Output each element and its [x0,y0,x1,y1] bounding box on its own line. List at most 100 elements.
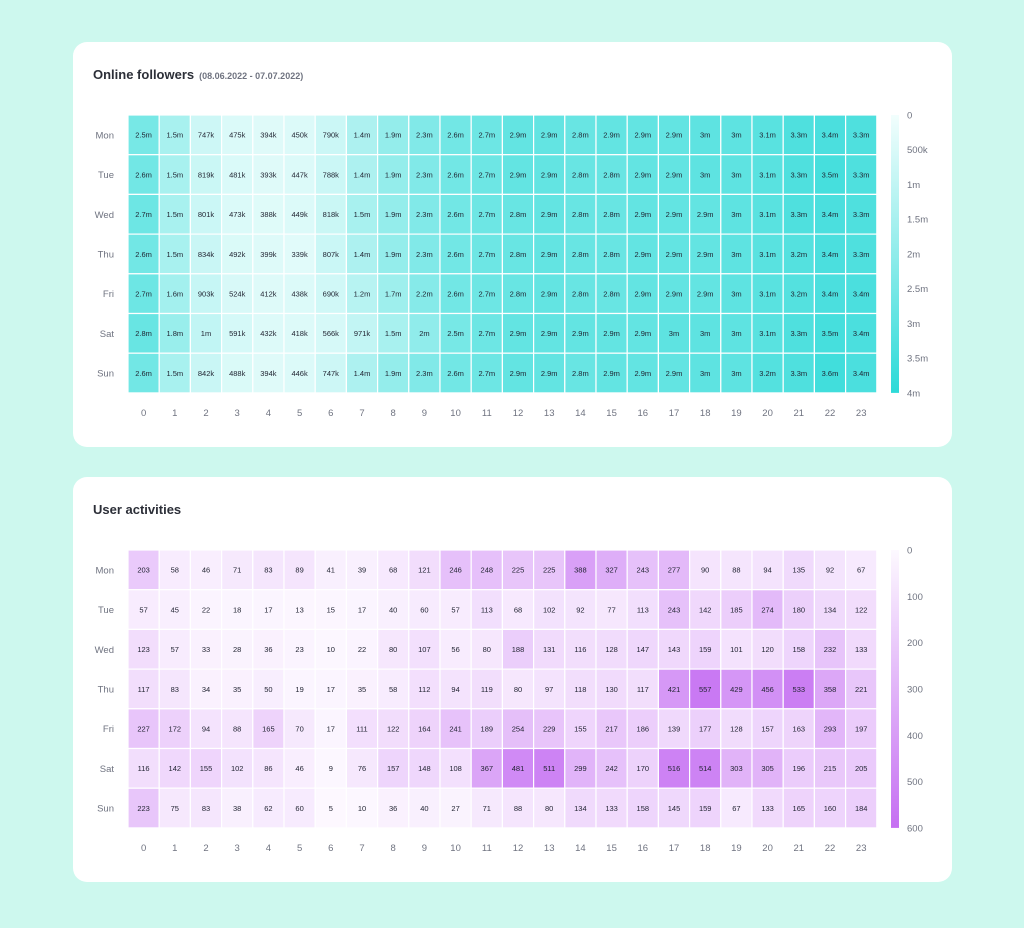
heatmap-cell[interactable] [564,668,597,710]
heatmap-cell[interactable] [252,787,285,829]
heatmap-cell[interactable] [626,668,660,710]
heatmap-cell[interactable] [408,668,441,710]
heatmap-cell[interactable] [626,549,660,591]
heatmap-cell[interactable] [345,193,379,235]
heatmap-cell[interactable] [408,352,441,394]
heatmap-cell[interactable] [595,787,628,829]
heatmap-cell[interactable] [595,747,628,789]
heatmap-cell[interactable] [314,352,347,394]
heatmap-cell[interactable] [439,193,472,235]
heatmap-cell[interactable] [813,747,847,789]
heatmap-cell[interactable] [314,708,347,750]
heatmap-cell[interactable] [813,273,847,315]
heatmap-cell[interactable] [844,352,878,394]
heatmap-cell[interactable] [657,549,691,591]
heatmap-cell[interactable] [345,668,379,710]
heatmap-cell[interactable] [439,273,472,315]
heatmap-cell[interactable] [720,708,753,750]
heatmap-cell[interactable] [345,628,379,670]
heatmap-cell[interactable] [720,154,753,195]
heatmap-cell[interactable] [688,668,722,710]
heatmap-cell[interactable] [782,154,816,195]
heatmap-cell[interactable] [751,193,784,235]
heatmap-cell[interactable] [564,352,597,394]
heatmap-cell[interactable] [844,549,878,591]
heatmap-cell[interactable] [189,154,223,195]
heatmap-cell[interactable] [189,589,223,630]
heatmap-cell[interactable] [439,154,472,195]
heatmap-cell[interactable] [501,708,535,750]
heatmap-cell[interactable] [751,114,784,156]
heatmap-cell[interactable] [158,352,191,394]
heatmap-cell[interactable] [377,549,410,591]
heatmap-cell[interactable] [626,708,660,750]
heatmap-cell[interactable] [782,747,816,789]
heatmap-cell[interactable] [626,352,660,394]
heatmap-cell[interactable] [283,352,316,394]
heatmap-cell[interactable] [127,273,160,315]
heatmap-cell[interactable] [720,273,753,315]
heatmap-cell[interactable] [377,352,410,394]
heatmap-cell[interactable] [813,193,847,235]
heatmap-cell[interactable] [377,787,410,829]
heatmap-cell[interactable] [127,747,160,789]
heatmap-cell[interactable] [189,114,223,156]
heatmap-cell[interactable] [688,233,722,275]
heatmap-cell[interactable] [283,154,316,195]
heatmap-cell[interactable] [283,668,316,710]
heatmap-cell[interactable] [688,352,722,394]
heatmap-cell[interactable] [813,312,847,354]
heatmap-cell[interactable] [782,628,816,670]
heatmap-cell[interactable] [844,589,878,630]
heatmap-cell[interactable] [158,708,191,750]
heatmap-cell[interactable] [221,589,254,630]
heatmap-cell[interactable] [564,628,597,670]
heatmap-cell[interactable] [314,193,347,235]
heatmap-cell[interactable] [657,787,691,829]
heatmap-cell[interactable] [501,312,535,354]
heatmap-cell[interactable] [314,668,347,710]
heatmap-cell[interactable] [657,628,691,670]
heatmap-cell[interactable] [688,747,722,789]
heatmap-cell[interactable] [595,668,628,710]
heatmap-cell[interactable] [751,787,784,829]
heatmap-cell[interactable] [408,628,441,670]
heatmap-cell[interactable] [844,114,878,156]
heatmap-cell[interactable] [189,787,223,829]
heatmap-cell[interactable] [377,154,410,195]
heatmap-cell[interactable] [221,312,254,354]
heatmap-cell[interactable] [314,273,347,315]
heatmap-cell[interactable] [408,312,441,354]
heatmap-cell[interactable] [252,312,285,354]
heatmap-cell[interactable] [377,747,410,789]
heatmap-cell[interactable] [252,193,285,235]
heatmap-cell[interactable] [626,193,660,235]
heatmap-cell[interactable] [314,312,347,354]
heatmap-cell[interactable] [720,668,753,710]
heatmap-cell[interactable] [127,589,160,630]
heatmap-cell[interactable] [688,708,722,750]
heatmap-cell[interactable] [345,233,379,275]
heatmap-cell[interactable] [158,628,191,670]
heatmap-cell[interactable] [782,273,816,315]
heatmap-cell[interactable] [626,589,660,630]
heatmap-cell[interactable] [127,352,160,394]
heatmap-cell[interactable] [626,787,660,829]
heatmap-cell[interactable] [533,312,566,354]
heatmap-cell[interactable] [314,154,347,195]
heatmap-cell[interactable] [470,273,504,315]
heatmap-cell[interactable] [408,787,441,829]
heatmap-cell[interactable] [688,628,722,670]
heatmap-cell[interactable] [283,787,316,829]
heatmap-cell[interactable] [408,708,441,750]
heatmap-cell[interactable] [377,193,410,235]
heatmap-cell[interactable] [844,154,878,195]
heatmap-cell[interactable] [564,193,597,235]
heatmap-cell[interactable] [283,114,316,156]
heatmap-cell[interactable] [283,233,316,275]
heatmap-cell[interactable] [221,352,254,394]
heatmap-cell[interactable] [720,549,753,591]
heatmap-cell[interactable] [221,549,254,591]
heatmap-cell[interactable] [533,787,566,829]
heatmap-cell[interactable] [127,549,160,591]
